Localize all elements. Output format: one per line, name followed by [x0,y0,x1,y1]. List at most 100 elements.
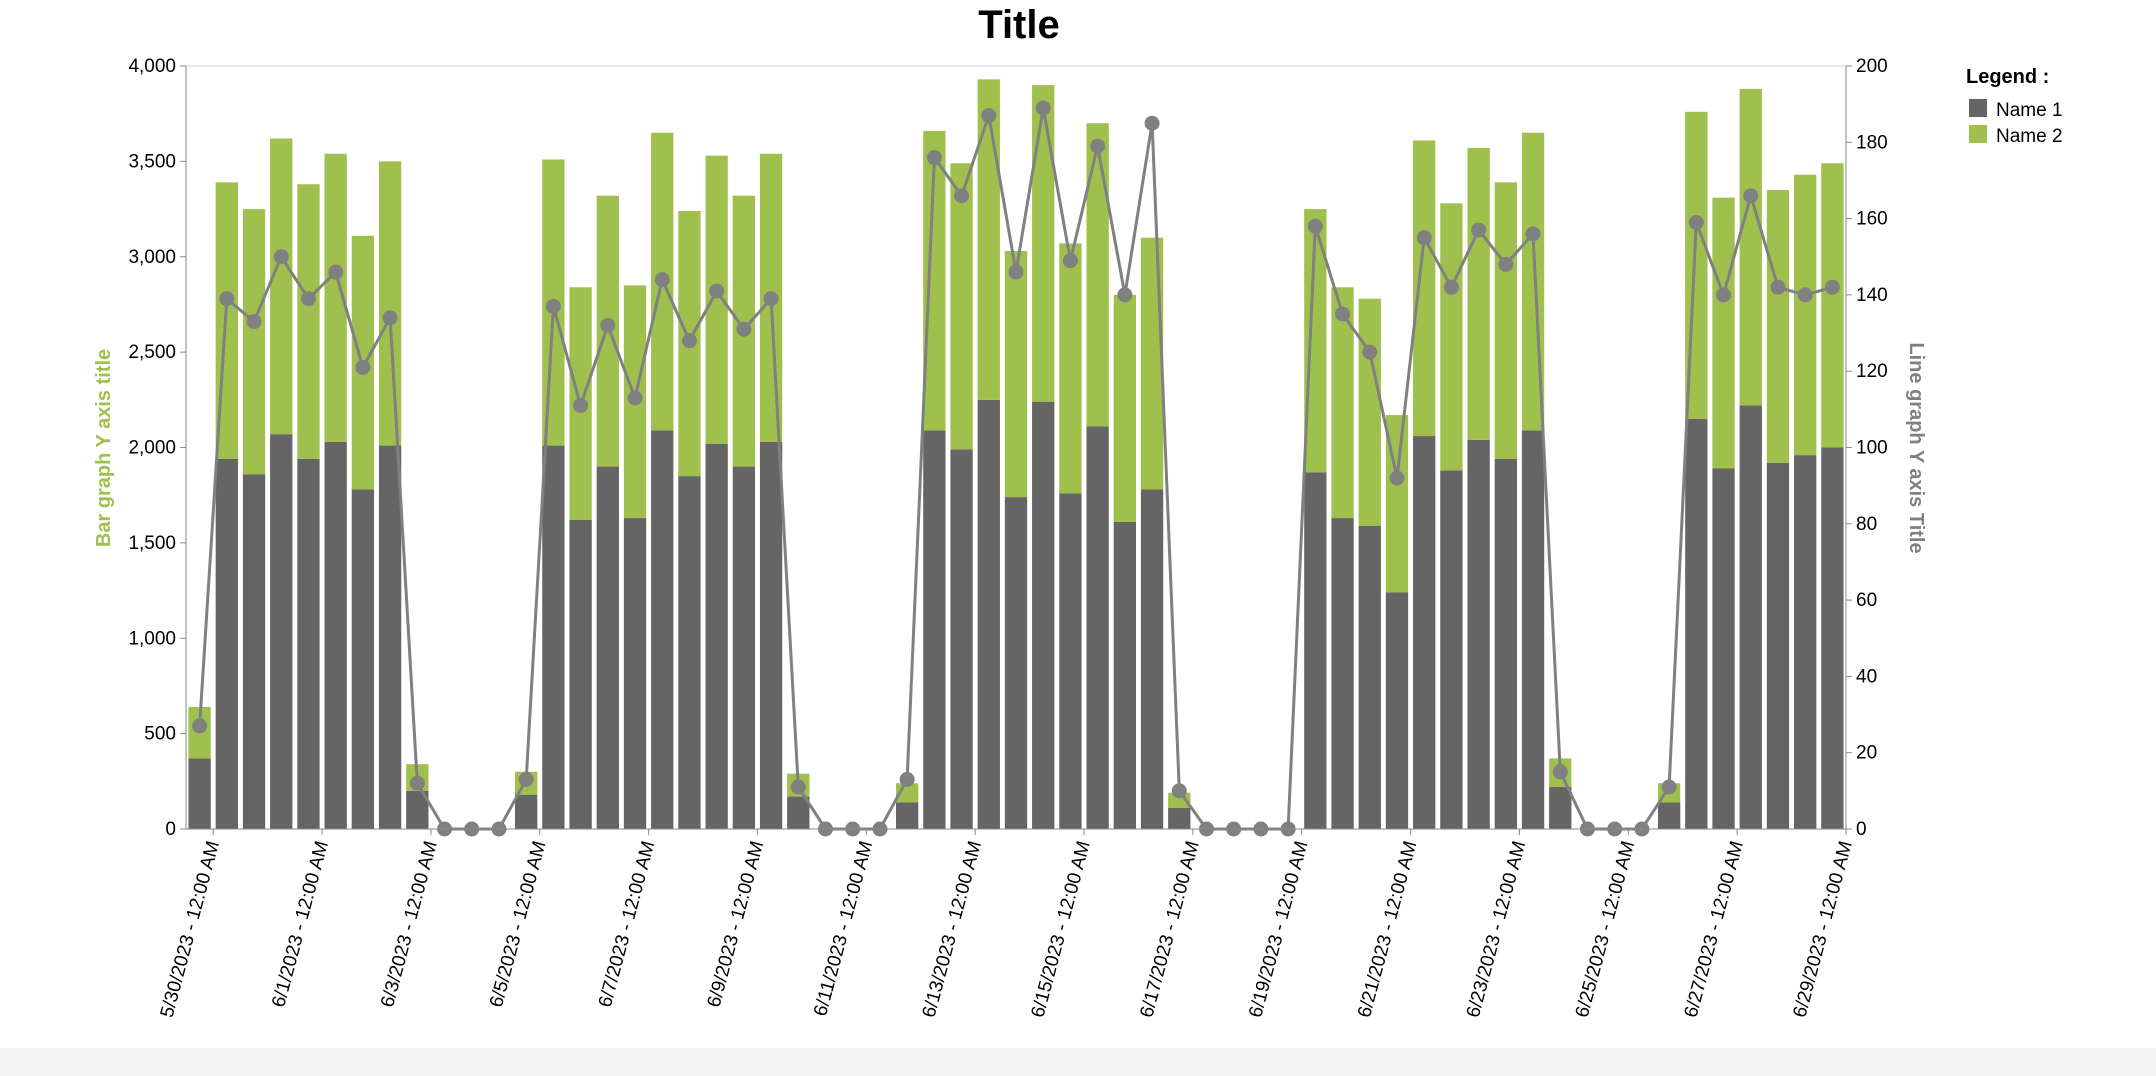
y-right-tick-label: 120 [1856,361,1888,382]
line-point [681,333,697,349]
bar-name-1 [406,790,429,829]
legend: Legend : Name 1 Name 2 [1966,66,2063,147]
line-point [1498,256,1514,272]
bar-name-1 [1467,439,1490,829]
bar-name-1 [1712,468,1735,829]
bar-name-2 [1440,203,1463,471]
bar-name-1 [732,466,756,829]
bar-name-1 [1331,518,1354,829]
y-left-tick-label: 3,000 [128,247,176,268]
line-point [545,298,561,314]
line-point [328,264,344,280]
bottom-strip [0,1048,2156,1076]
line-point [1716,287,1732,303]
bar-name-1 [787,796,810,829]
bar-name-1 [678,476,701,829]
y-left-tick-label: 3,500 [128,151,176,172]
line-point [954,188,970,204]
bar-name-1 [1685,418,1708,829]
bars-layer [188,79,1844,829]
bar-name-1 [351,489,375,829]
bar-name-2 [1358,298,1381,526]
line-point [1770,279,1786,295]
bar-name-2 [270,138,293,435]
line-point [1008,264,1024,280]
bar-name-1 [1766,462,1790,829]
bar-name-1 [1059,493,1082,829]
line-point [1824,279,1840,295]
y-right-tick-label: 180 [1856,132,1888,153]
line-point [1797,287,1813,303]
bar-name-1 [1358,525,1381,829]
line-point [192,718,208,734]
y-right-tick-label: 0 [1856,819,1867,840]
bar-name-2 [1004,251,1028,498]
line-point [246,314,262,330]
line-point [1062,253,1078,269]
bar-name-1 [270,434,293,829]
bar-name-1 [242,474,266,829]
y-right-tick-label: 160 [1856,209,1888,230]
line-point [1443,279,1459,295]
legend-label-name-1: Name 1 [1996,100,2063,121]
bar-name-2 [1821,163,1844,448]
bar-name-1 [1821,447,1844,829]
line-point [518,771,534,787]
bar-name-1 [596,466,619,829]
bar-name-2 [1712,197,1735,469]
bar-name-1 [1657,802,1681,829]
legend-swatch-name-2 [1969,125,1987,143]
bar-name-2 [378,161,402,446]
bar-name-2 [1739,88,1762,406]
bar-name-2 [1794,174,1817,456]
y-right-tick-label: 40 [1856,666,1877,687]
bar-name-1 [215,458,238,829]
line-point [763,291,779,307]
y-left-tick-label: 1,500 [128,533,176,554]
bar-name-1 [1440,470,1463,829]
bar-name-1 [1140,489,1164,829]
y-right-tick-label: 20 [1856,743,1877,764]
x-tick-label: 6/19/2023 - 12:00 AM [1245,839,1312,1020]
y-right-tick-label: 60 [1856,590,1877,611]
x-tick-label: 6/21/2023 - 12:00 AM [1354,839,1421,1020]
bar-name-2 [977,79,1000,400]
bar-name-2 [1113,294,1137,522]
bar-name-2 [1385,415,1409,593]
bar-name-1 [1113,521,1137,829]
bar-name-1 [623,518,647,829]
bar-name-1 [923,430,946,829]
bar-name-1 [651,430,674,829]
bar-name-1 [1413,436,1436,829]
line-point [1035,100,1051,116]
bar-name-2 [297,184,320,459]
y-left-tick-label: 0 [165,819,176,840]
bar-name-1 [297,458,320,829]
bar-name-2 [1140,237,1164,490]
x-tick-label: 6/27/2023 - 12:00 AM [1681,839,1748,1020]
x-tick-label: 6/11/2023 - 12:00 AM [810,839,877,1019]
bar-name-1 [1739,405,1762,829]
x-tick-label: 6/3/2023 - 12:00 AM [377,839,442,1010]
bar-name-2 [1059,243,1082,494]
y-left-tick-label: 500 [144,724,176,745]
line-point [926,150,942,166]
y-left-tick-label: 2,500 [128,342,176,363]
bar-name-1 [977,399,1000,829]
y-left-tick-label: 4,000 [128,56,176,77]
line-point [219,291,235,307]
bar-name-1 [1168,808,1191,829]
line-point [1389,470,1405,486]
chart-title: Title [978,3,1060,47]
line-point [409,775,425,791]
line-point [627,390,643,406]
line-point [1743,188,1759,204]
bar-name-1 [895,802,919,829]
bar-name-2 [1766,189,1790,463]
x-tick-label: 6/1/2023 - 12:00 AM [268,839,333,1010]
bar-name-1 [759,441,783,829]
bar-name-1 [324,441,347,829]
bar-name-2 [1413,140,1436,437]
line-point [1090,138,1106,154]
